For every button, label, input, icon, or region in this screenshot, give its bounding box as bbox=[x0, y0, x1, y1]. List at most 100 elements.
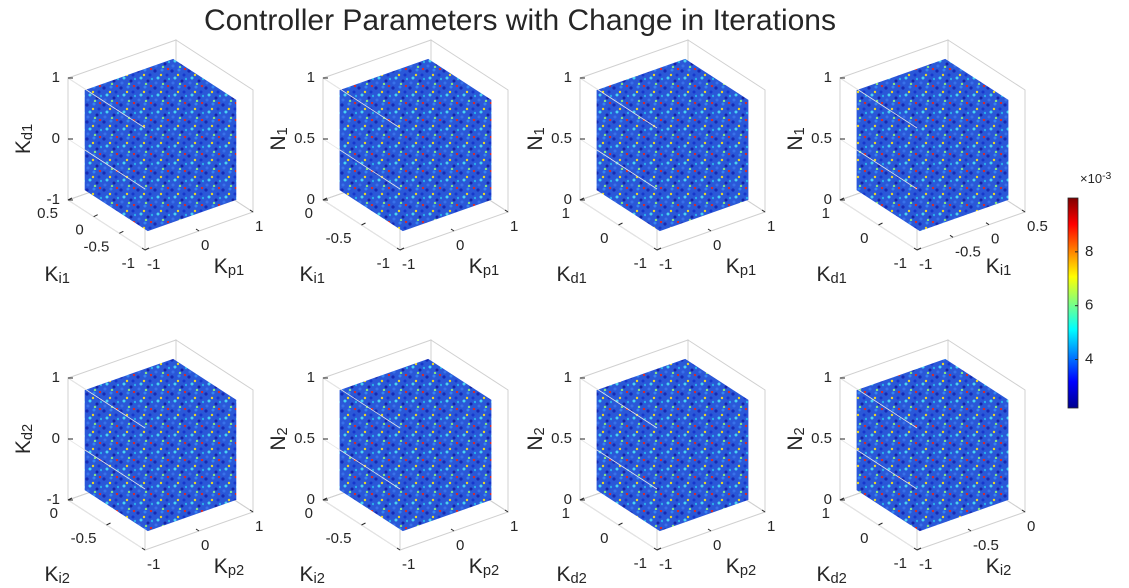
x-tick-label: -1 bbox=[402, 556, 415, 573]
x-tick bbox=[141, 547, 146, 551]
z-axis-label: N2 bbox=[524, 427, 549, 450]
colorbar bbox=[1067, 197, 1079, 409]
x-tick bbox=[195, 528, 200, 532]
x-axis-label-base: K bbox=[726, 255, 740, 278]
multiplier-exp: -3 bbox=[1102, 171, 1111, 182]
y-tick-label: -1 bbox=[894, 255, 907, 272]
x-tick bbox=[913, 547, 918, 551]
z-tick-label: 0.5 bbox=[294, 430, 315, 447]
y-axis-label: Kd2 bbox=[817, 563, 847, 583]
z-axis-label: N2 bbox=[267, 427, 292, 450]
z-tick-label: 0.5 bbox=[551, 430, 572, 447]
z-tick-label: 0 bbox=[307, 491, 315, 508]
x-axis-label: Ki2 bbox=[986, 555, 1011, 580]
x-tick bbox=[985, 222, 990, 226]
x-axis-label: Kp1 bbox=[214, 255, 244, 280]
x-tick-label: 0 bbox=[713, 537, 721, 554]
x-axis-label: Kp1 bbox=[726, 255, 756, 280]
grid-line bbox=[67, 438, 146, 490]
y-axis-label-sub: i2 bbox=[314, 571, 325, 583]
y-tick bbox=[916, 547, 922, 551]
y-tick-label: 1 bbox=[822, 205, 830, 222]
y-axis-label-sub: d2 bbox=[571, 571, 587, 583]
x-axis-label-base: K bbox=[469, 255, 483, 278]
y-tick-label: -1 bbox=[894, 555, 907, 572]
title: Controller Parameters with Change in Ite… bbox=[204, 4, 836, 37]
z-axis-label: N2 bbox=[784, 427, 809, 450]
y-axis-label-sub: d1 bbox=[831, 271, 847, 287]
z-tick-label: 0 bbox=[52, 130, 60, 147]
x-axis-label-base: K bbox=[214, 255, 228, 278]
x-axis-label-base: K bbox=[986, 555, 1000, 578]
x-tick-label: 1 bbox=[767, 518, 775, 535]
x-tick bbox=[249, 509, 254, 513]
y-tick bbox=[579, 197, 585, 201]
y-tick-label: -1 bbox=[377, 255, 390, 272]
y-axis-label-sub: i1 bbox=[314, 271, 325, 287]
y-tick bbox=[656, 547, 662, 551]
z-tick-label: 1 bbox=[52, 369, 60, 386]
grid-line bbox=[322, 438, 401, 490]
z-tick-label: 1 bbox=[307, 69, 315, 86]
point-cloud bbox=[856, 58, 1009, 232]
y-tick-label: 0 bbox=[75, 222, 83, 239]
x-tick-label: -1 bbox=[147, 256, 160, 273]
x-tick-label: 1 bbox=[767, 218, 775, 235]
z-axis-label-base: N bbox=[267, 436, 290, 451]
z-tick-label: 1 bbox=[824, 69, 832, 86]
y-tick bbox=[878, 222, 883, 226]
point-cloud bbox=[596, 58, 749, 232]
z-axis-label: N1 bbox=[784, 127, 809, 150]
grid-line bbox=[67, 377, 146, 429]
x-tick bbox=[195, 228, 200, 232]
z-tick-label: 0 bbox=[307, 191, 315, 208]
x-tick-label: 1 bbox=[255, 518, 263, 535]
y-tick bbox=[361, 222, 366, 226]
x-tick-label: -1 bbox=[147, 556, 160, 573]
x-axis-label: Kp1 bbox=[469, 255, 499, 280]
x-tick bbox=[707, 228, 712, 232]
x-tick bbox=[949, 234, 954, 238]
y-axis-label-base: K bbox=[557, 563, 571, 583]
z-tick-label: -1 bbox=[47, 191, 60, 208]
y-tick-label: -0.5 bbox=[326, 530, 352, 547]
z-tick-label: 1 bbox=[824, 369, 832, 386]
y-tick-label: -0.5 bbox=[326, 230, 352, 247]
z-axis-label: N1 bbox=[267, 127, 292, 150]
y-axis-label: Ki1 bbox=[45, 263, 70, 288]
y-tick bbox=[579, 497, 585, 501]
z-axis-label-sub: 2 bbox=[792, 427, 808, 435]
grid-line bbox=[322, 377, 401, 429]
y-tick-label: 0 bbox=[50, 505, 58, 522]
y-tick bbox=[839, 497, 845, 501]
y-tick-label: -1 bbox=[634, 255, 647, 272]
grid-line bbox=[67, 138, 146, 190]
point-cloud bbox=[339, 358, 492, 532]
y-tick bbox=[656, 247, 662, 251]
x-tick-label: 0 bbox=[456, 537, 464, 554]
y-axis-label-base: K bbox=[557, 263, 571, 286]
y-tick-label: 1 bbox=[562, 205, 570, 222]
y-tick bbox=[839, 197, 845, 201]
x-tick bbox=[1021, 509, 1026, 513]
x-tick bbox=[141, 247, 146, 251]
x-axis-label-base: K bbox=[986, 255, 1000, 278]
y-tick-label: -1 bbox=[122, 255, 135, 272]
z-tick-label: 1 bbox=[52, 69, 60, 86]
y-tick-label: 1 bbox=[822, 505, 830, 522]
grid-line bbox=[839, 438, 918, 490]
y-tick-label: -0.5 bbox=[83, 238, 109, 255]
z-axis-label-sub: 1 bbox=[792, 127, 808, 135]
x-tick-label: -1 bbox=[402, 256, 415, 273]
y-tick-label: 0.5 bbox=[37, 205, 58, 222]
x-axis-label-sub: p2 bbox=[228, 564, 244, 580]
y-tick bbox=[322, 497, 328, 501]
y-axis-label-base: K bbox=[45, 263, 59, 286]
y-tick-label: 0 bbox=[600, 530, 608, 547]
x-tick-label: -0.5 bbox=[955, 243, 981, 260]
y-axis-label-sub: i1 bbox=[59, 271, 70, 287]
x-axis-label: Kp2 bbox=[726, 555, 756, 580]
x-tick-label: -0.5 bbox=[973, 537, 999, 554]
y-tick bbox=[618, 222, 623, 226]
